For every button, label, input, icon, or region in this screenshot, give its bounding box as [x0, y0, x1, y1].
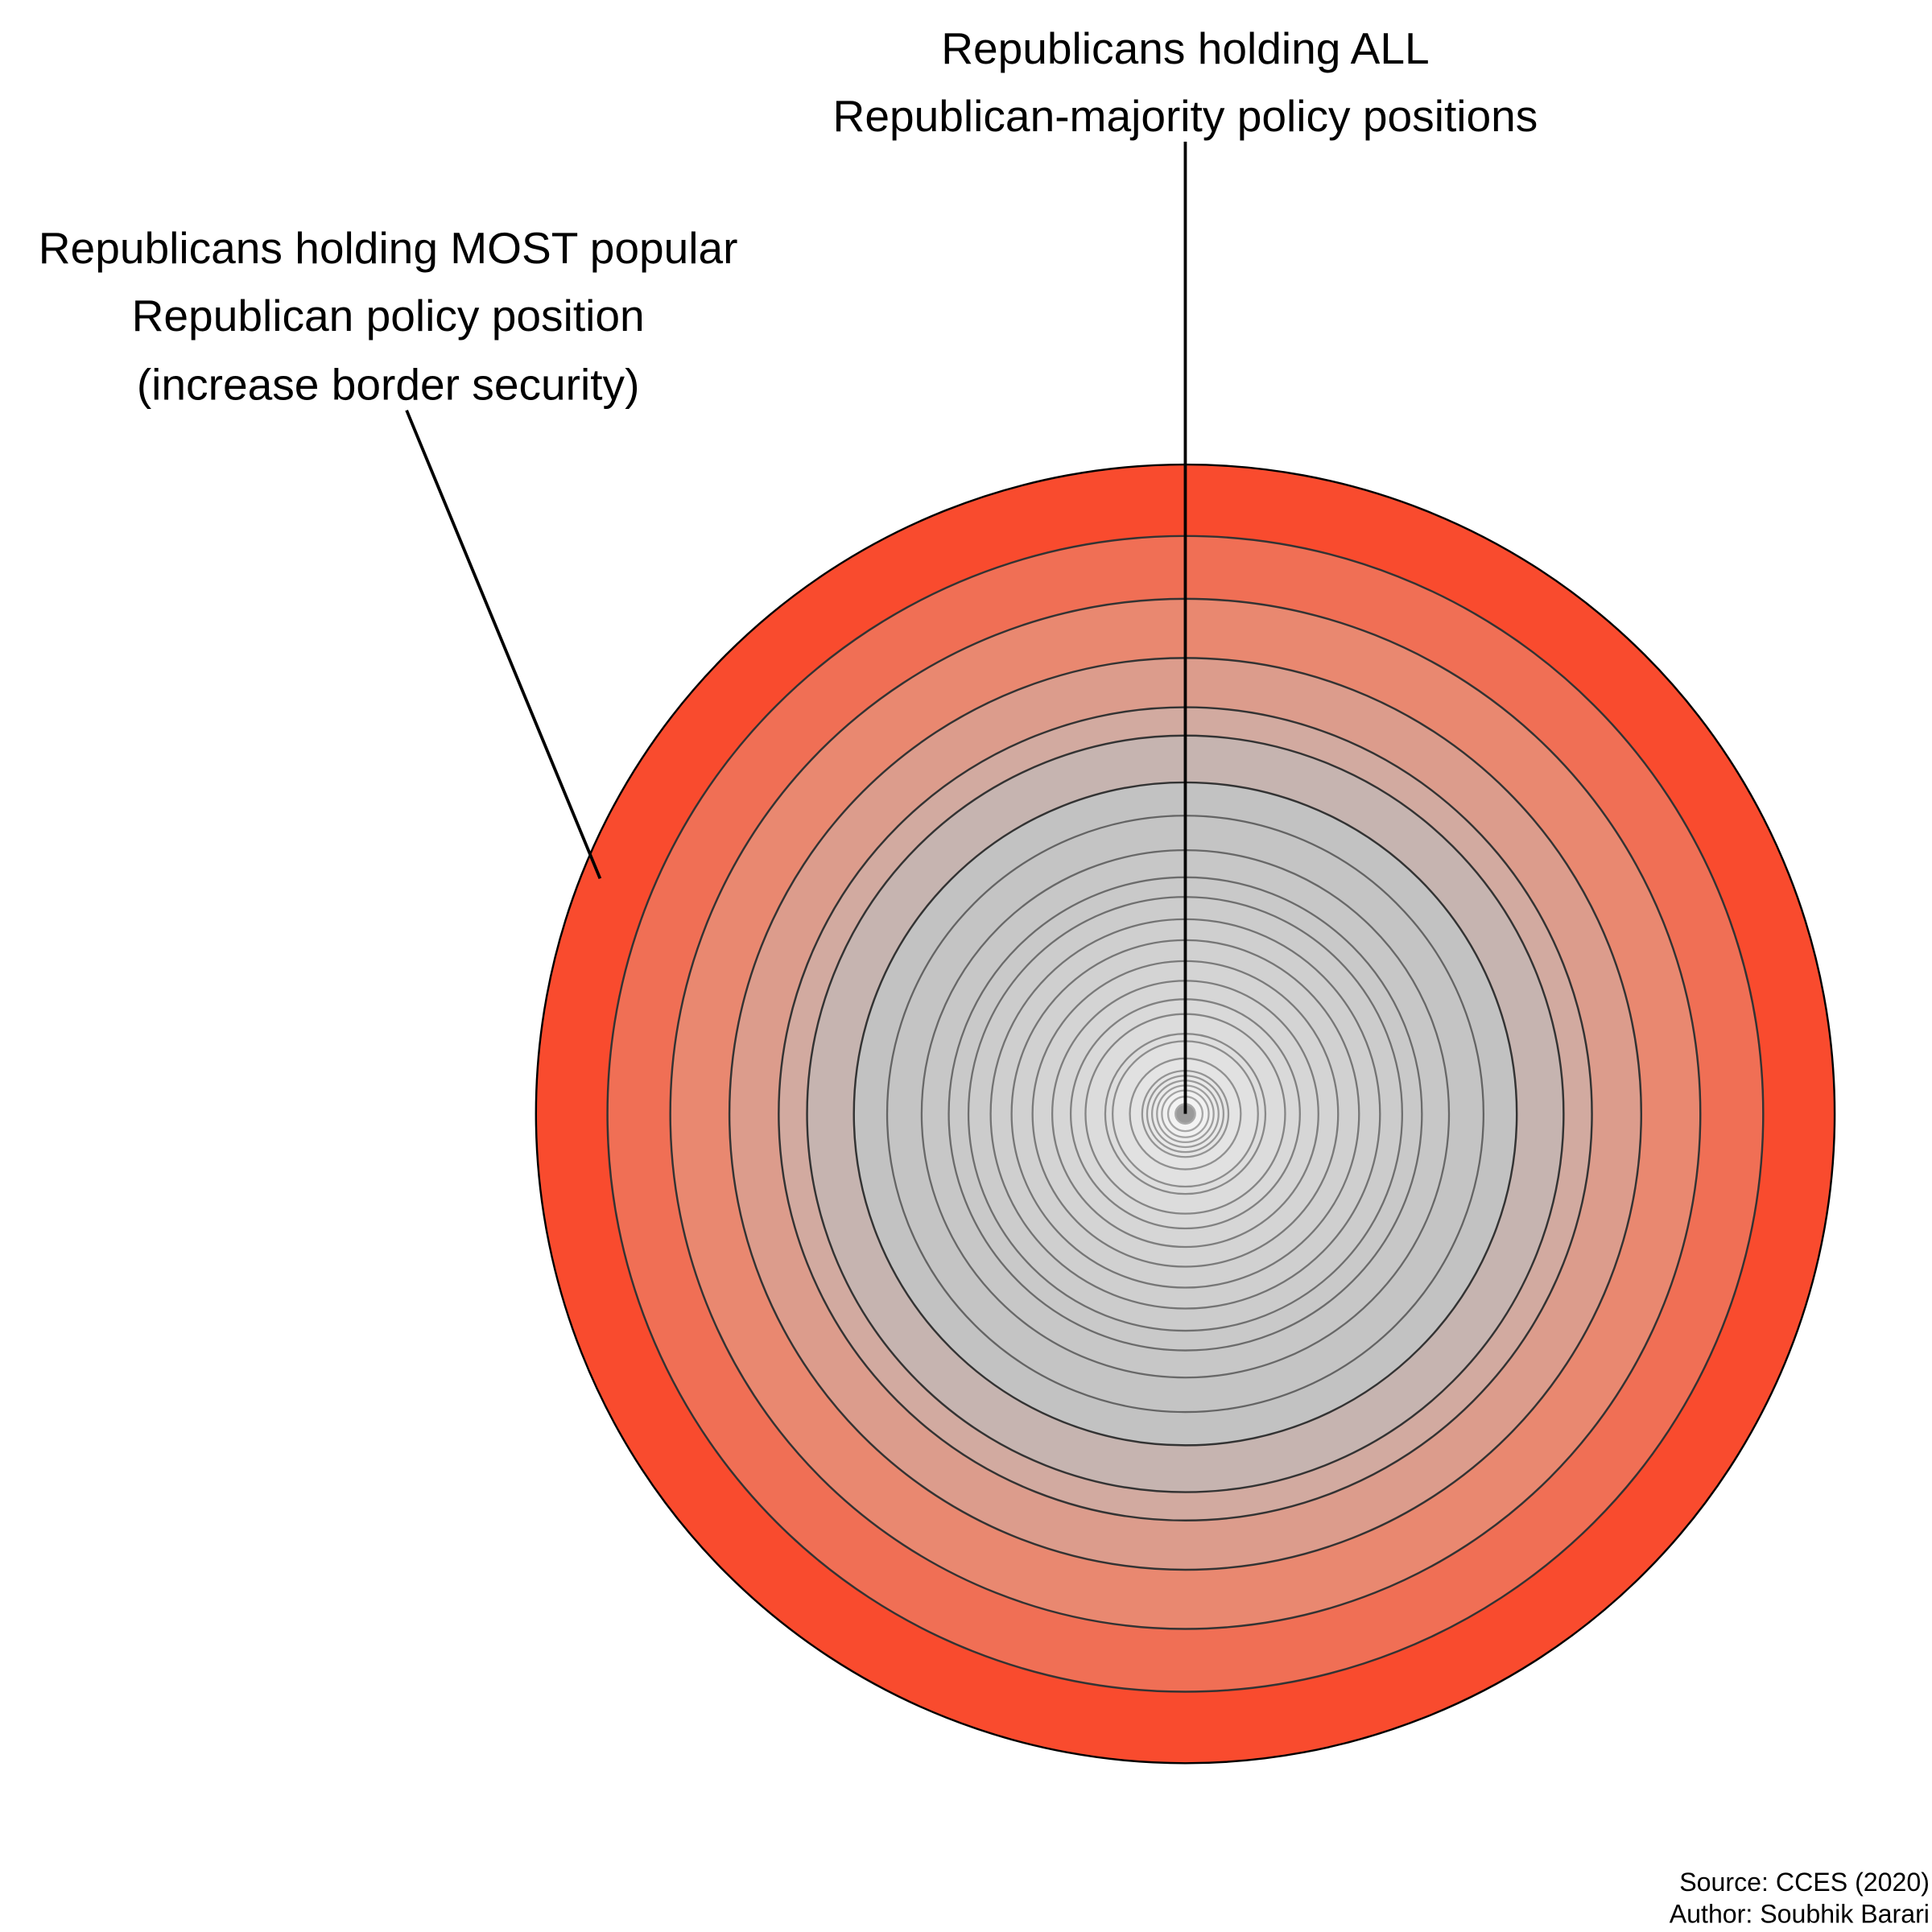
- annotation: (increase border security): [137, 360, 640, 410]
- source: Source: CCES (2020): [1679, 1868, 1930, 1897]
- author: Author: Soubhik Barari: [1670, 1900, 1930, 1929]
- annotation: Republican-majority policy positions: [833, 91, 1538, 141]
- rings: [535, 463, 1836, 1765]
- annotation: Republican policy position: [132, 291, 645, 341]
- pointer-line: [405, 409, 602, 880]
- annotation: Republicans holding ALL: [941, 23, 1430, 73]
- annotation: Republicans holding MOST popular: [39, 223, 738, 273]
